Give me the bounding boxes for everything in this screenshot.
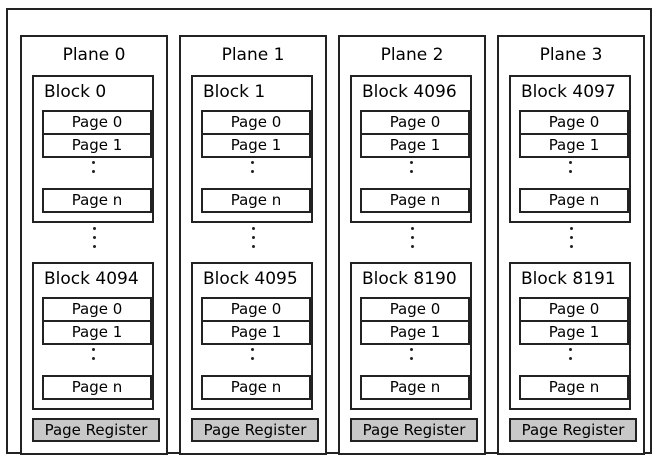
block-title: Block 8190 bbox=[362, 269, 457, 289]
page: Page 0 bbox=[360, 110, 470, 135]
block: Block 0 Page 0 Page 1 Page n bbox=[32, 75, 154, 223]
page: Page n bbox=[519, 188, 629, 213]
page: Page 0 bbox=[42, 110, 152, 135]
page: Page n bbox=[519, 375, 629, 400]
page: Page 0 bbox=[201, 110, 311, 135]
page: Page 0 bbox=[519, 110, 629, 135]
plane-0: Plane 0 Block 0 Page 0 Page 1 Page n Blo… bbox=[20, 35, 168, 455]
plane-title: Plane 1 bbox=[221, 45, 285, 65]
plane-title: Plane 2 bbox=[380, 45, 444, 65]
page: Page n bbox=[42, 188, 152, 213]
block: Block 4097 Page 0 Page 1 Page n bbox=[509, 75, 631, 223]
block-title: Block 4094 bbox=[44, 269, 139, 289]
page: Page n bbox=[201, 375, 311, 400]
block: Block 1 Page 0 Page 1 Page n bbox=[191, 75, 313, 223]
block-title: Block 8191 bbox=[521, 269, 616, 289]
block: Block 8191 Page 0 Page 1 Page n bbox=[509, 262, 631, 410]
block: Block 4095 Page 0 Page 1 Page n bbox=[191, 262, 313, 410]
ellipsis-dots bbox=[252, 227, 255, 254]
page: Page 1 bbox=[519, 320, 629, 345]
page: Page 1 bbox=[360, 320, 470, 345]
page: Page 0 bbox=[201, 297, 311, 322]
block-title: Block 0 bbox=[44, 82, 107, 102]
page-register: Page Register bbox=[191, 418, 319, 442]
ellipsis-dots bbox=[251, 161, 254, 179]
ellipsis-dots bbox=[570, 227, 573, 254]
block-title: Block 4096 bbox=[362, 82, 457, 102]
block-title: Block 4095 bbox=[203, 269, 298, 289]
page: Page n bbox=[360, 188, 470, 213]
page: Page 1 bbox=[42, 133, 152, 158]
plane-title: Plane 0 bbox=[62, 45, 126, 65]
block: Block 8190 Page 0 Page 1 Page n bbox=[350, 262, 472, 410]
page: Page 1 bbox=[201, 320, 311, 345]
page: Page n bbox=[42, 375, 152, 400]
ellipsis-dots bbox=[569, 348, 572, 366]
ellipsis-dots bbox=[410, 348, 413, 366]
block: Block 4096 Page 0 Page 1 Page n bbox=[350, 75, 472, 223]
page: Page n bbox=[201, 188, 311, 213]
page-register: Page Register bbox=[350, 418, 478, 442]
plane-3: Plane 3 Block 4097 Page 0 Page 1 Page n … bbox=[497, 35, 645, 455]
page: Page 0 bbox=[42, 297, 152, 322]
ellipsis-dots bbox=[410, 161, 413, 179]
block-title: Block 4097 bbox=[521, 82, 616, 102]
plane-2: Plane 2 Block 4096 Page 0 Page 1 Page n … bbox=[338, 35, 486, 455]
page: Page 0 bbox=[360, 297, 470, 322]
ellipsis-dots bbox=[92, 161, 95, 179]
ellipsis-dots bbox=[92, 348, 95, 366]
page: Page 1 bbox=[360, 133, 470, 158]
nand-die-frame: Plane 0 Block 0 Page 0 Page 1 Page n Blo… bbox=[6, 8, 652, 455]
page: Page 1 bbox=[42, 320, 152, 345]
ellipsis-dots bbox=[569, 161, 572, 179]
ellipsis-dots bbox=[411, 227, 414, 254]
page: Page 0 bbox=[519, 297, 629, 322]
page: Page 1 bbox=[201, 133, 311, 158]
page-register: Page Register bbox=[509, 418, 637, 442]
ellipsis-dots bbox=[93, 227, 96, 254]
block-title: Block 1 bbox=[203, 82, 266, 102]
plane-title: Plane 3 bbox=[539, 45, 603, 65]
page-register: Page Register bbox=[32, 418, 160, 442]
block: Block 4094 Page 0 Page 1 Page n bbox=[32, 262, 154, 410]
page: Page n bbox=[360, 375, 470, 400]
ellipsis-dots bbox=[251, 348, 254, 366]
plane-1: Plane 1 Block 1 Page 0 Page 1 Page n Blo… bbox=[179, 35, 327, 455]
page: Page 1 bbox=[519, 133, 629, 158]
